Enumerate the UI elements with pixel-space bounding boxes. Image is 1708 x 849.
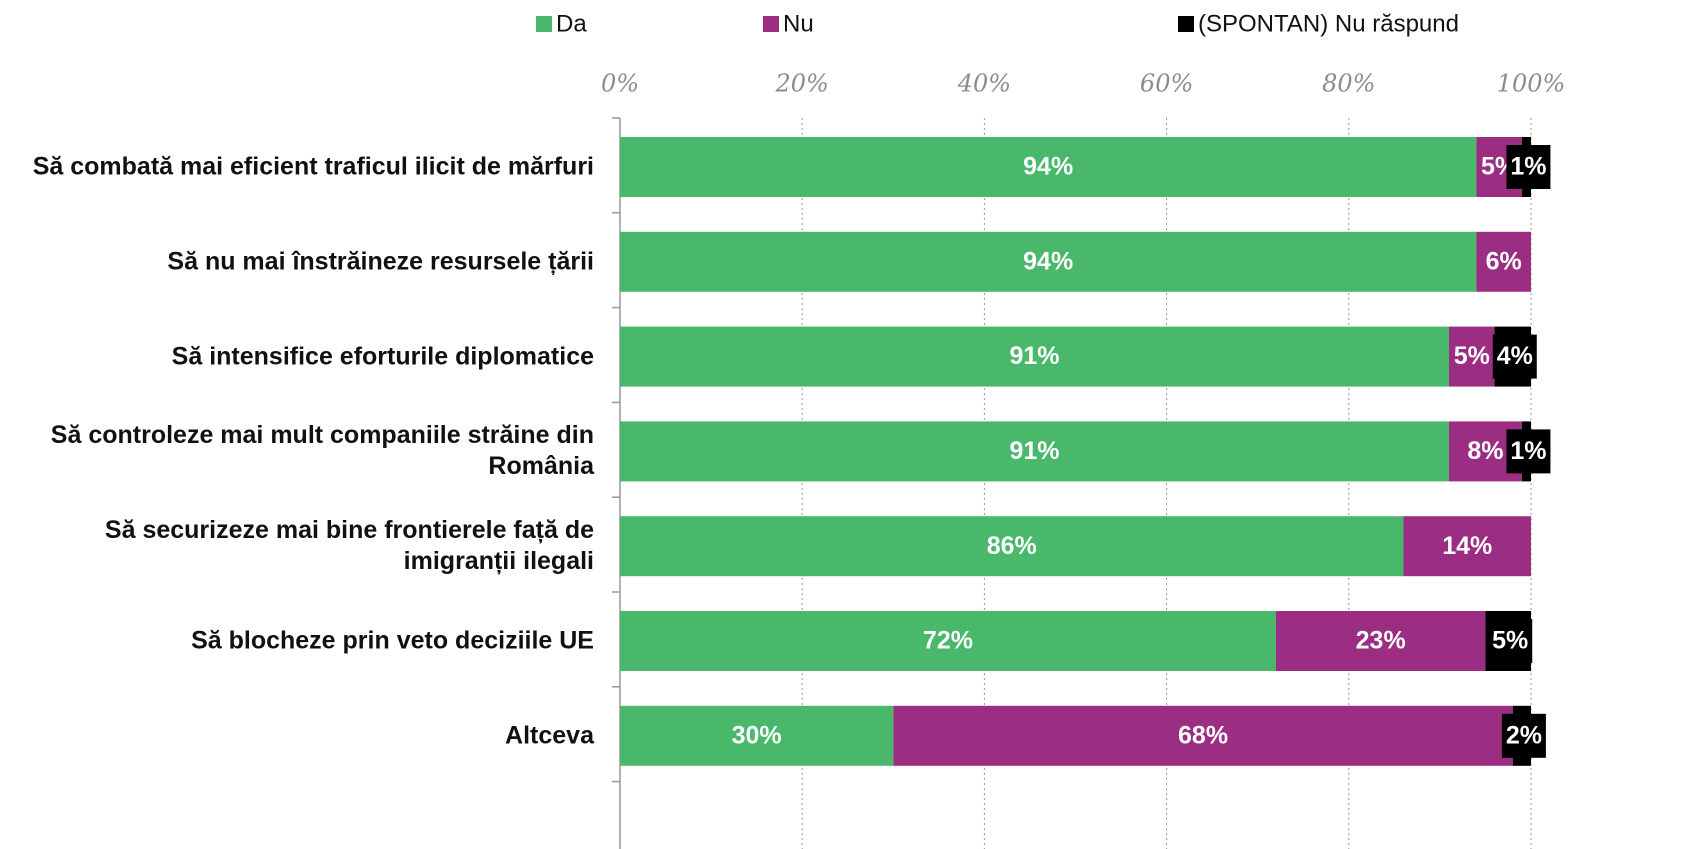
data-label: 1% — [1510, 437, 1546, 465]
x-tick-label: 0% — [601, 70, 639, 98]
bar-segment — [1275, 611, 1486, 671]
bar-segment — [620, 516, 1404, 577]
data-label: 86% — [987, 532, 1037, 560]
legend-label: (SPONTAN) Nu răspund — [1198, 10, 1459, 37]
bar-segment — [893, 705, 1513, 766]
category-label: Să combată mai eficient traficul ilicit … — [32, 152, 594, 181]
legend-swatch — [1178, 16, 1194, 32]
data-label: 91% — [1009, 342, 1059, 370]
x-tick-label: 40% — [957, 70, 1011, 98]
category-label: Să intensifice eforturile diplomatice — [171, 342, 594, 371]
data-label: 68% — [1178, 721, 1228, 749]
bar-segment — [1449, 326, 1495, 387]
x-tick-label: 100% — [1497, 70, 1566, 98]
data-label: 2% — [1506, 721, 1542, 749]
x-tick-label: 60% — [1140, 70, 1193, 98]
data-label: 5% — [1454, 342, 1490, 370]
legend-swatch — [763, 16, 779, 32]
data-label: 1% — [1510, 153, 1546, 181]
label-bg — [1492, 334, 1537, 379]
bar-segment — [620, 705, 894, 766]
legend-label: Da — [556, 10, 587, 37]
bar-segment — [1403, 516, 1531, 577]
data-label: 91% — [1009, 437, 1059, 465]
data-label: 72% — [923, 627, 973, 655]
label-bg — [1506, 145, 1551, 189]
data-label: 94% — [1023, 153, 1073, 181]
bar-segment — [620, 421, 1450, 482]
data-label: 30% — [732, 721, 782, 749]
bar-segment — [620, 231, 1477, 292]
bar-segment — [620, 326, 1450, 387]
x-tick-label: 20% — [775, 70, 829, 98]
category-label: Să controleze mai mult companiile străin… — [50, 421, 594, 481]
data-label: 6% — [1486, 247, 1522, 275]
legend-label: Nu — [783, 10, 814, 37]
category-label: Să blocheze prin veto deciziile UE — [191, 626, 594, 655]
data-label: 23% — [1356, 627, 1406, 655]
category-label: Altceva — [505, 721, 594, 750]
bar-segment — [1476, 231, 1531, 292]
bar-segment — [620, 137, 1477, 197]
data-label: 4% — [1497, 342, 1533, 370]
category-label: Să securizeze mai bine frontierele față … — [104, 516, 594, 576]
data-label: 5% — [1492, 627, 1528, 655]
label-bg — [1506, 429, 1551, 474]
label-bg — [1501, 713, 1546, 758]
bar-segment — [620, 611, 1276, 671]
data-label: 94% — [1023, 247, 1073, 275]
label-bg — [1488, 619, 1533, 663]
data-label: 8% — [1467, 437, 1503, 465]
category-label: Să nu mai înstrăineze resursele țării — [167, 247, 594, 276]
data-label: 14% — [1442, 532, 1492, 560]
legend-swatch — [536, 16, 552, 32]
x-tick-label: 80% — [1322, 70, 1375, 98]
